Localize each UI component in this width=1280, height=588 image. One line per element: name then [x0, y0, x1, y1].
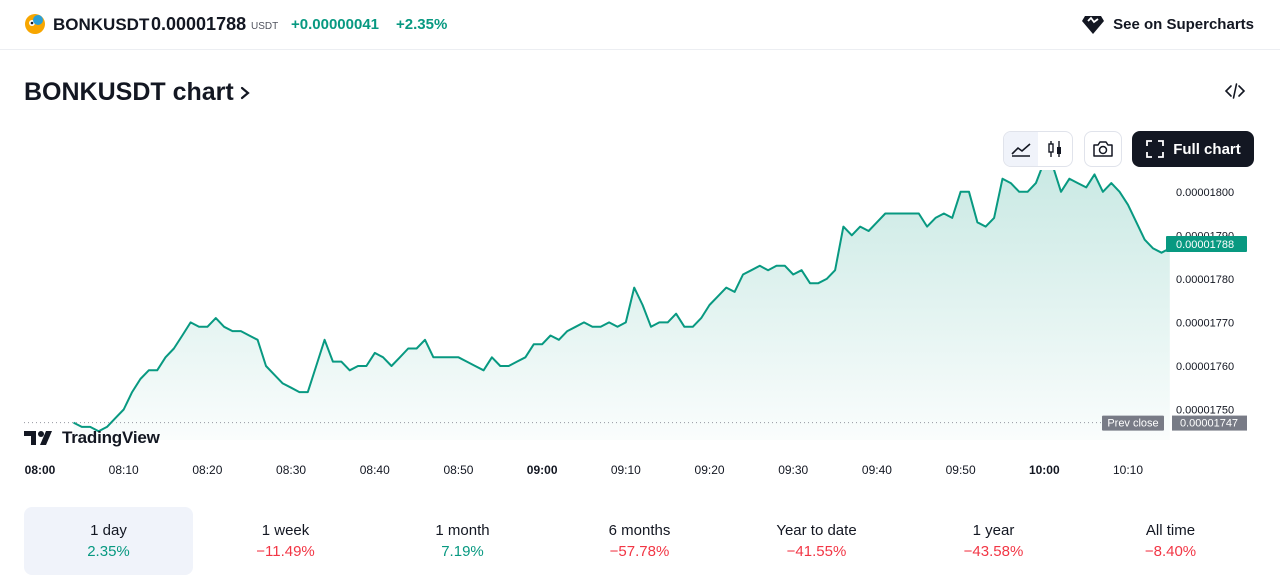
- last-price-tag: [1166, 236, 1247, 253]
- last-price: 0.00001788: [151, 14, 247, 34]
- period-performance-tabs: 1 day 2.35% 1 week −11.49% 1 month 7.19%…: [24, 507, 1256, 575]
- x-axis-tick-label: 09:40: [862, 463, 892, 477]
- period-tab-1-year[interactable]: 1 year −43.58%: [909, 507, 1078, 575]
- last-price-value: 0.00001788: [1176, 239, 1234, 251]
- prev-close-value: 0.00001747: [1180, 418, 1238, 430]
- x-axis-tick-label: 08:40: [360, 463, 390, 477]
- x-axis-tick-label: 09:00: [527, 463, 558, 477]
- tradingview-logo[interactable]: TradingView: [24, 428, 160, 448]
- price-area-fill: [73, 170, 1170, 440]
- prev-close-value-tag: [1172, 415, 1247, 431]
- x-axis-tick-label: 08:00: [25, 463, 56, 477]
- x-axis-tick-label: 08:30: [276, 463, 306, 477]
- price-unit: USDT: [251, 21, 279, 32]
- period-tab-1-month[interactable]: 1 month 7.19%: [378, 507, 547, 575]
- period-value: −43.58%: [963, 543, 1024, 560]
- snapshot-button[interactable]: [1084, 131, 1122, 167]
- period-value: −57.78%: [609, 543, 670, 560]
- period-label: 1 day: [90, 522, 127, 539]
- supercharts-icon: [1082, 16, 1105, 34]
- period-label: Year to date: [776, 522, 857, 539]
- chart-title: BONKUSDT chart: [24, 78, 234, 106]
- period-value: −41.55%: [786, 543, 847, 560]
- x-axis-tick-label: 09:10: [611, 463, 641, 477]
- period-value: 7.19%: [441, 543, 484, 560]
- bonk-coin-icon: [25, 14, 45, 34]
- x-axis-tick-label: 08:20: [192, 463, 222, 477]
- period-value: 2.35%: [87, 543, 130, 560]
- camera-icon: [1093, 141, 1113, 157]
- period-label: All time: [1145, 522, 1196, 539]
- price-series-line: [73, 170, 1171, 433]
- period-tab-6-months[interactable]: 6 months −57.78%: [555, 507, 724, 575]
- y-axis-tick-label: 0.00001780: [1176, 274, 1234, 286]
- y-axis-tick-label: 0.00001800: [1176, 187, 1234, 199]
- symbol-name: BONKUSDT: [53, 15, 150, 34]
- price-change: +0.00000041: [291, 16, 380, 33]
- chart-title-link[interactable]: BONKUSDT chart: [24, 78, 252, 107]
- period-label: 1 week: [261, 522, 310, 539]
- area-chart-icon: [1011, 143, 1031, 157]
- x-axis-tick-label: 10:00: [1029, 463, 1060, 477]
- price-chart-svg[interactable]: Prev close 0.00001747 0.00001750 0.0000176…: [0, 170, 1280, 490]
- x-axis-tick-label: 09:50: [946, 463, 976, 477]
- x-axis-tick-label: 08:10: [109, 463, 139, 477]
- price-chart[interactable]: Prev close 0.00001747 0.00001750 0.0000176…: [0, 170, 1280, 490]
- price-change-percent: +2.35%: [396, 16, 448, 33]
- period-value: −8.40%: [1144, 543, 1197, 560]
- symbol-header: BONKUSDT 0.00001788 USDT +0.00000041 +2.…: [0, 0, 1280, 50]
- supercharts-label: See on Supercharts: [1113, 15, 1254, 33]
- candlestick-icon: [1048, 141, 1061, 157]
- tradingview-wordmark: TradingView: [62, 428, 160, 447]
- x-axis-tick-label: 09:30: [778, 463, 808, 477]
- full-chart-button[interactable]: Full chart: [1132, 131, 1254, 167]
- see-on-supercharts-link[interactable]: See on Supercharts: [1081, 13, 1254, 35]
- candles-chart-button[interactable]: [1038, 132, 1072, 166]
- period-tab-1-week[interactable]: 1 week −11.49%: [201, 507, 370, 575]
- chevron-right-icon: [240, 86, 250, 99]
- period-tab-all-time[interactable]: All time −8.40%: [1086, 507, 1255, 575]
- period-label: 1 month: [435, 522, 490, 539]
- x-axis-tick-label: 10:10: [1113, 463, 1143, 477]
- y-axis-tick-label: 0.00001750: [1176, 405, 1234, 417]
- x-axis-tick-label: 09:20: [695, 463, 725, 477]
- tradingview-mark-icon: [24, 431, 52, 445]
- full-chart-label: Full chart: [1173, 140, 1241, 158]
- chart-style-toggle: [1003, 131, 1073, 167]
- period-label: 6 months: [608, 522, 671, 539]
- period-tab-1-day[interactable]: 1 day 2.35%: [24, 507, 193, 575]
- fullscreen-icon: [1146, 140, 1165, 158]
- y-axis-tick-label: 0.00001770: [1176, 317, 1234, 329]
- x-axis-tick-label: 08:50: [443, 463, 473, 477]
- period-value: −11.49%: [256, 543, 315, 560]
- period-tab-year-to-date[interactable]: Year to date −41.55%: [732, 507, 901, 575]
- embed-code-icon[interactable]: [1224, 80, 1246, 102]
- prev-close-text: Prev close: [1107, 418, 1158, 430]
- area-chart-button[interactable]: [1004, 132, 1038, 166]
- prev-close-tag: [1102, 415, 1164, 431]
- y-axis-tick-label: 0.00001760: [1176, 361, 1234, 373]
- period-label: 1 year: [972, 522, 1015, 539]
